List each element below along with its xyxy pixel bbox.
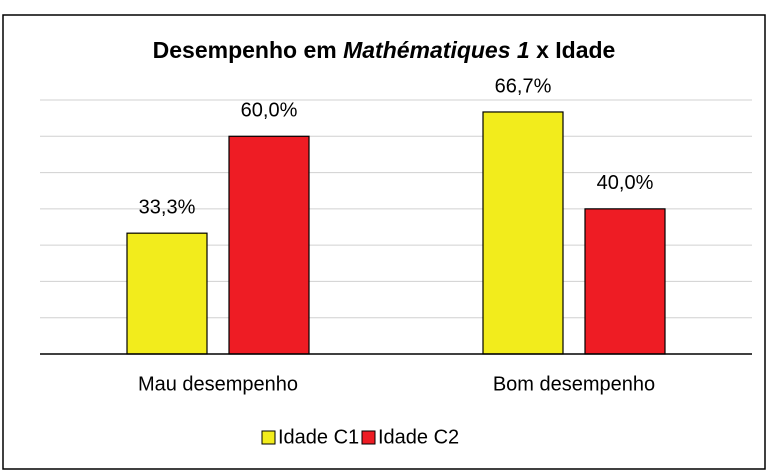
bar: [126, 232, 208, 355]
data-label: 33,3%: [139, 196, 196, 218]
data-label: 66,7%: [495, 75, 552, 97]
legend-swatch: [261, 430, 276, 445]
chart-title: Desempenho em Mathématiques 1 x Idade: [153, 37, 616, 63]
bar: [584, 208, 666, 355]
data-label: 40,0%: [597, 172, 654, 194]
legend-label: Idade C2: [378, 426, 459, 448]
title-part: Desempenho em: [153, 37, 343, 63]
title-part: Mathématiques 1: [343, 37, 530, 63]
data-label: 60,0%: [241, 100, 298, 122]
x-tick-label: Bom desempenho: [493, 373, 655, 395]
legend-label: Idade C1: [278, 426, 359, 448]
bar: [482, 111, 564, 355]
x-tick-label: Mau desempenho: [138, 373, 298, 395]
bar: [228, 135, 310, 355]
legend-swatch: [361, 430, 376, 445]
title-part: x Idade: [530, 37, 616, 63]
